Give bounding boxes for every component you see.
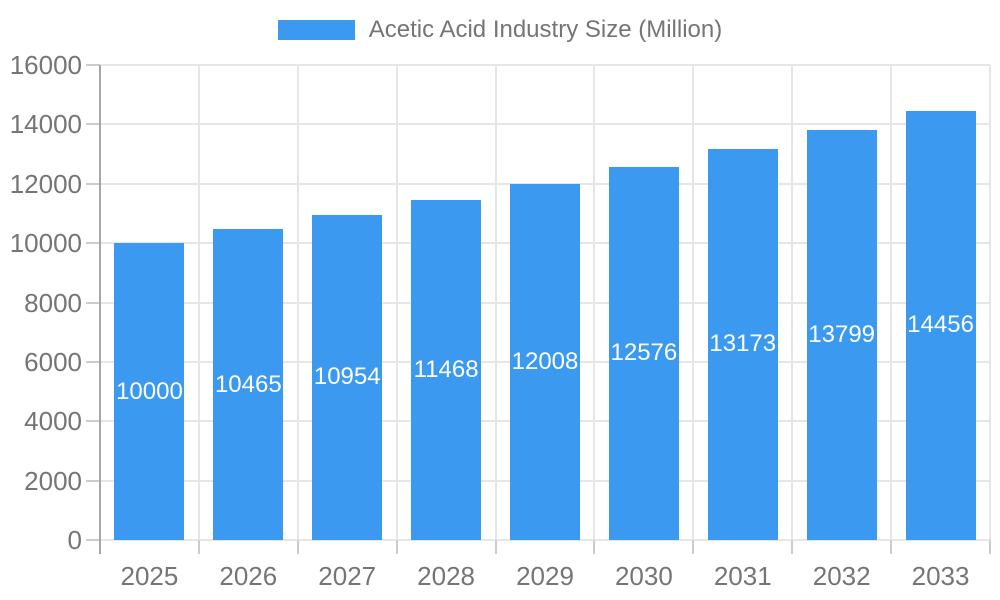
bar-2029[interactable]: 12008 (510, 183, 580, 540)
x-axis-label: 2030 (614, 561, 673, 591)
bar-2032[interactable]: 13799 (806, 130, 877, 540)
x-axis-label: 2032 (812, 561, 871, 591)
h-gridline (100, 539, 990, 541)
x-axis-label: 2029 (516, 561, 574, 591)
y-axis-tick (86, 182, 100, 185)
y-axis-label: 10000 (9, 228, 82, 259)
legend-label: Acetic Acid Industry Size (Million) (368, 16, 723, 43)
y-axis-tick (86, 360, 100, 363)
bar-value-label: 13799 (808, 321, 876, 349)
y-axis-label: 8000 (24, 287, 82, 318)
y-axis-tick (86, 301, 100, 304)
y-axis-tick (86, 123, 100, 126)
x-axis-tick (890, 540, 893, 554)
h-gridline (100, 64, 990, 66)
bar-value-label: 12576 (610, 339, 678, 367)
y-axis-label: 16000 (9, 50, 82, 80)
bar-2028[interactable]: 11468 (411, 199, 482, 540)
x-axis-tick (197, 540, 200, 554)
chart-legend[interactable]: Acetic Acid Industry Size (Million) (0, 16, 1000, 44)
bar-2025[interactable]: 10000 (114, 243, 185, 540)
x-axis-tick (593, 540, 596, 554)
x-axis-tick (296, 540, 299, 554)
bar-value-label: 12008 (511, 347, 579, 375)
v-gridline (395, 65, 398, 540)
v-gridline (494, 65, 497, 540)
v-gridline (593, 65, 596, 540)
x-axis-label: 2026 (219, 561, 278, 591)
bar-value-label: 10465 (214, 370, 282, 398)
legend-swatch (277, 20, 355, 40)
y-axis-label: 6000 (24, 346, 82, 377)
bar-2026[interactable]: 10465 (213, 229, 284, 540)
bar-value-label: 13173 (709, 330, 777, 358)
bar-2031[interactable]: 13173 (707, 148, 778, 540)
y-axis-tick (86, 242, 100, 245)
x-axis-label: 2033 (911, 561, 970, 591)
bar-2027[interactable]: 10954 (312, 214, 383, 540)
x-axis-tick (494, 540, 497, 554)
x-axis-tick (791, 540, 794, 554)
x-axis-tick (395, 540, 398, 554)
x-axis-label: 2025 (120, 561, 179, 591)
v-gridline (692, 65, 695, 540)
bar-value-label: 11468 (413, 355, 479, 383)
bar-value-label: 10954 (313, 363, 381, 391)
v-gridline (890, 65, 893, 540)
y-axis-label: 14000 (9, 109, 82, 140)
v-gridline (791, 65, 794, 540)
v-gridline (296, 65, 299, 540)
bar-value-label: 10000 (116, 377, 183, 405)
x-axis-tick (692, 540, 695, 554)
y-axis-label: 12000 (9, 168, 82, 199)
h-gridline (100, 123, 990, 126)
y-axis-label: 4000 (24, 406, 82, 437)
v-gridline (197, 65, 200, 540)
y-axis-line (99, 65, 101, 554)
x-axis-label: 2028 (417, 561, 476, 591)
y-axis-tick (86, 64, 100, 66)
v-gridline (989, 65, 991, 540)
bar-2030[interactable]: 12576 (608, 166, 679, 540)
y-axis-label: 2000 (24, 465, 82, 496)
x-axis-label: 2031 (713, 561, 772, 591)
x-axis-tick (989, 540, 991, 554)
y-axis-tick (86, 420, 100, 423)
y-axis-label: 0 (67, 525, 82, 555)
bar-value-label: 14456 (907, 311, 974, 339)
bar-2033[interactable]: 14456 (905, 110, 976, 540)
y-axis-tick (86, 539, 100, 541)
x-axis-label: 2027 (318, 561, 377, 591)
y-axis-tick (86, 479, 100, 482)
